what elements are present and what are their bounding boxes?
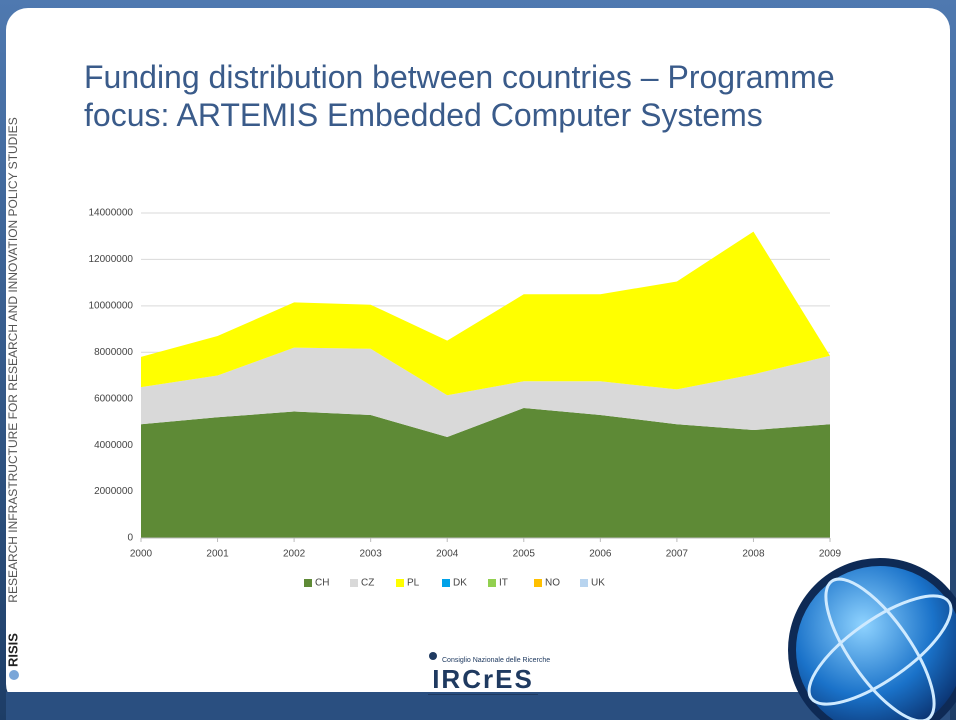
y-tick-label: 2000000 — [94, 486, 133, 497]
y-tick-label: 14000000 — [89, 208, 134, 219]
logo-rule — [428, 694, 538, 695]
legend-label: NO — [545, 578, 560, 589]
x-tick-label: 2000 — [130, 549, 153, 560]
x-tick-label: 2009 — [819, 549, 842, 560]
legend-label: CH — [315, 578, 329, 589]
bottom-band — [6, 692, 950, 720]
y-tick-label: 4000000 — [94, 440, 133, 451]
x-tick-label: 2007 — [666, 549, 689, 560]
y-tick-label: 6000000 — [94, 393, 133, 404]
x-tick-label: 2002 — [283, 549, 306, 560]
legend-label: DK — [453, 578, 467, 589]
x-tick-label: 2001 — [206, 549, 229, 560]
x-tick-label: 2003 — [360, 549, 383, 560]
legend-swatch — [488, 579, 496, 587]
logo-caption: Consiglio Nazionale delle Ricerche — [442, 657, 550, 664]
legend-swatch — [350, 579, 358, 587]
x-tick-label: 2006 — [589, 549, 612, 560]
slide-title: Funding distribution between countries –… — [84, 59, 835, 133]
side-text: RESEARCH INFRASTRUCTURE FOR RESEARCH AND… — [6, 117, 20, 602]
legend-swatch — [304, 579, 312, 587]
logo-name: IRCrES — [432, 664, 534, 694]
side-logo-dot — [9, 670, 19, 680]
x-tick-label: 2005 — [513, 549, 536, 560]
logo: Consiglio Nazionale delle Ricerche IRCrE… — [428, 652, 550, 695]
legend-swatch — [534, 579, 542, 587]
legend-label: CZ — [361, 578, 374, 589]
y-tick-label: 8000000 — [94, 347, 133, 358]
legend-label: UK — [591, 578, 605, 589]
side-brand: RISIS — [5, 633, 20, 667]
y-tick-label: 12000000 — [89, 254, 134, 265]
legend-label: PL — [407, 578, 420, 589]
area — [141, 231, 830, 396]
legend-swatch — [580, 579, 588, 587]
x-tick-label: 2008 — [742, 549, 765, 560]
area — [141, 347, 830, 438]
logo-icon — [429, 652, 437, 660]
globe — [788, 558, 956, 720]
x-tick-label: 2004 — [436, 549, 459, 560]
y-tick-label: 10000000 — [89, 300, 134, 311]
area — [141, 408, 830, 538]
plot: 0 2000000 4000000 6000000 8000000 10000000 120… — [89, 208, 842, 589]
y-tick-label: 0 — [127, 533, 133, 544]
legend-swatch — [396, 579, 404, 587]
legend-swatch — [442, 579, 450, 587]
legend-label: IT — [499, 578, 508, 589]
